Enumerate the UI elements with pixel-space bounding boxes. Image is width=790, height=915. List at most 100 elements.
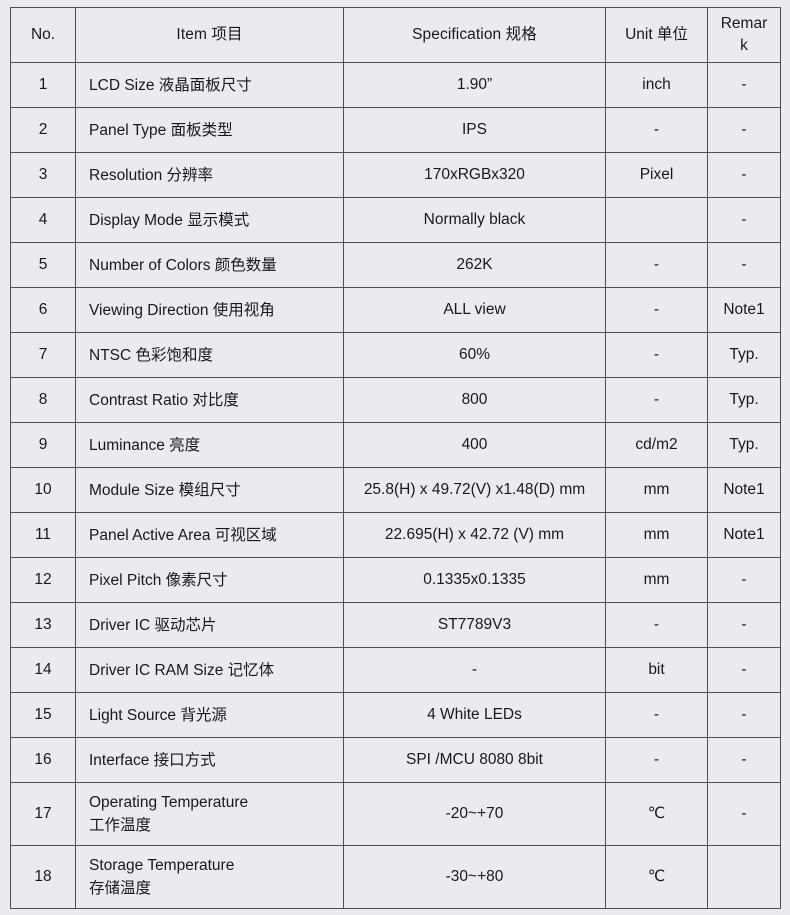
cell-no: 8: [10, 377, 76, 423]
cell-spec: 800: [343, 377, 606, 423]
cell-unit: -: [605, 107, 708, 153]
cell-spec: 1.90”: [343, 62, 606, 108]
cell-spec: Normally black: [343, 197, 606, 243]
cell-no: 16: [10, 737, 76, 783]
cell-unit: -: [605, 602, 708, 648]
spec-table: No. Item 项目 Specification 规格 Unit 单位 Rem…: [10, 7, 781, 909]
cell-spec: -20~+70: [343, 782, 606, 846]
table-row: 5 Number of Colors 颜色数量 262K - -: [10, 242, 781, 288]
cell-spec: 400: [343, 422, 606, 468]
cell-remark: -: [707, 647, 781, 693]
cell-no: 1: [10, 62, 76, 108]
cell-remark: Note1: [707, 512, 781, 558]
cell-spec: ALL view: [343, 287, 606, 333]
table-row: 4 Display Mode 显示模式 Normally black -: [10, 197, 781, 243]
table-row: 14 Driver IC RAM Size 记忆体 - bit -: [10, 647, 781, 693]
cell-unit: -: [605, 242, 708, 288]
cell-item: Light Source 背光源: [75, 692, 344, 738]
cell-unit: mm: [605, 512, 708, 558]
cell-spec: -: [343, 647, 606, 693]
cell-remark: -: [707, 602, 781, 648]
cell-item: Interface 接口方式: [75, 737, 344, 783]
cell-remark: [707, 845, 781, 909]
cell-remark: -: [707, 782, 781, 846]
table-row: 10 Module Size 模组尺寸 25.8(H) x 49.72(V) x…: [10, 467, 781, 513]
table-row: 18 Storage Temperature 存储温度 -30~+80 ℃: [10, 845, 781, 909]
cell-unit: -: [605, 287, 708, 333]
cell-no: 7: [10, 332, 76, 378]
cell-remark: -: [707, 242, 781, 288]
table-row: 2 Panel Type 面板类型 IPS - -: [10, 107, 781, 153]
cell-spec: 4 White LEDs: [343, 692, 606, 738]
cell-remark: -: [707, 107, 781, 153]
cell-spec: 262K: [343, 242, 606, 288]
cell-remark: -: [707, 62, 781, 108]
header-remark-label: Remark: [720, 15, 768, 54]
cell-spec: 22.695(H) x 42.72 (V) mm: [343, 512, 606, 558]
cell-item: Storage Temperature 存储温度: [75, 845, 344, 909]
cell-unit: ℃: [605, 782, 708, 846]
cell-unit: [605, 197, 708, 243]
cell-unit: Pixel: [605, 152, 708, 198]
table-row: 11 Panel Active Area 可视区域 22.695(H) x 42…: [10, 512, 781, 558]
cell-remark: Typ.: [707, 332, 781, 378]
cell-spec: IPS: [343, 107, 606, 153]
cell-item: Number of Colors 颜色数量: [75, 242, 344, 288]
header-unit: Unit 单位: [605, 7, 708, 63]
cell-no: 3: [10, 152, 76, 198]
table-row: 6 Viewing Direction 使用视角 ALL view - Note…: [10, 287, 781, 333]
cell-no: 6: [10, 287, 76, 333]
table-row: 9 Luminance 亮度 400 cd/m2 Typ.: [10, 422, 781, 468]
cell-unit: -: [605, 377, 708, 423]
header-no: No.: [10, 7, 76, 63]
table-row: 12 Pixel Pitch 像素尺寸 0.1335x0.1335 mm -: [10, 557, 781, 603]
cell-spec: 60%: [343, 332, 606, 378]
cell-no: 17: [10, 782, 76, 846]
cell-item: Luminance 亮度: [75, 422, 344, 468]
cell-spec: 170xRGBx320: [343, 152, 606, 198]
cell-no: 15: [10, 692, 76, 738]
cell-no: 13: [10, 602, 76, 648]
cell-no: 10: [10, 467, 76, 513]
table-row: 15 Light Source 背光源 4 White LEDs - -: [10, 692, 781, 738]
header-item: Item 项目: [75, 7, 344, 63]
table-row: 13 Driver IC 驱动芯片 ST7789V3 - -: [10, 602, 781, 648]
cell-unit: inch: [605, 62, 708, 108]
cell-item: Resolution 分辨率: [75, 152, 344, 198]
cell-remark: Typ.: [707, 422, 781, 468]
cell-item: Module Size 模组尺寸: [75, 467, 344, 513]
cell-unit: -: [605, 737, 708, 783]
cell-item: Panel Type 面板类型: [75, 107, 344, 153]
cell-unit: -: [605, 692, 708, 738]
table-row: 8 Contrast Ratio 对比度 800 - Typ.: [10, 377, 781, 423]
cell-unit: -: [605, 332, 708, 378]
cell-item: Panel Active Area 可视区域: [75, 512, 344, 558]
cell-no: 12: [10, 557, 76, 603]
cell-remark: -: [707, 692, 781, 738]
cell-remark: -: [707, 737, 781, 783]
cell-spec: 25.8(H) x 49.72(V) x1.48(D) mm: [343, 467, 606, 513]
cell-spec: ST7789V3: [343, 602, 606, 648]
cell-no: 18: [10, 845, 76, 909]
cell-unit: ℃: [605, 845, 708, 909]
cell-spec: -30~+80: [343, 845, 606, 909]
cell-no: 2: [10, 107, 76, 153]
cell-item: NTSC 色彩饱和度: [75, 332, 344, 378]
cell-remark: -: [707, 152, 781, 198]
cell-unit: mm: [605, 467, 708, 513]
cell-remark: -: [707, 197, 781, 243]
table-row: 16 Interface 接口方式 SPI /MCU 8080 8bit - -: [10, 737, 781, 783]
cell-unit: bit: [605, 647, 708, 693]
cell-spec: 0.1335x0.1335: [343, 557, 606, 603]
cell-item: Operating Temperature 工作温度: [75, 782, 344, 846]
cell-no: 5: [10, 242, 76, 288]
cell-item: Viewing Direction 使用视角: [75, 287, 344, 333]
table-row: 1 LCD Size 液晶面板尺寸 1.90” inch -: [10, 62, 781, 108]
table-row: 17 Operating Temperature 工作温度 -20~+70 ℃ …: [10, 782, 781, 846]
spec-table-body: 1 LCD Size 液晶面板尺寸 1.90” inch - 2 Panel T…: [10, 62, 781, 909]
cell-spec: SPI /MCU 8080 8bit: [343, 737, 606, 783]
cell-item: LCD Size 液晶面板尺寸: [75, 62, 344, 108]
cell-unit: cd/m2: [605, 422, 708, 468]
cell-remark: Note1: [707, 467, 781, 513]
